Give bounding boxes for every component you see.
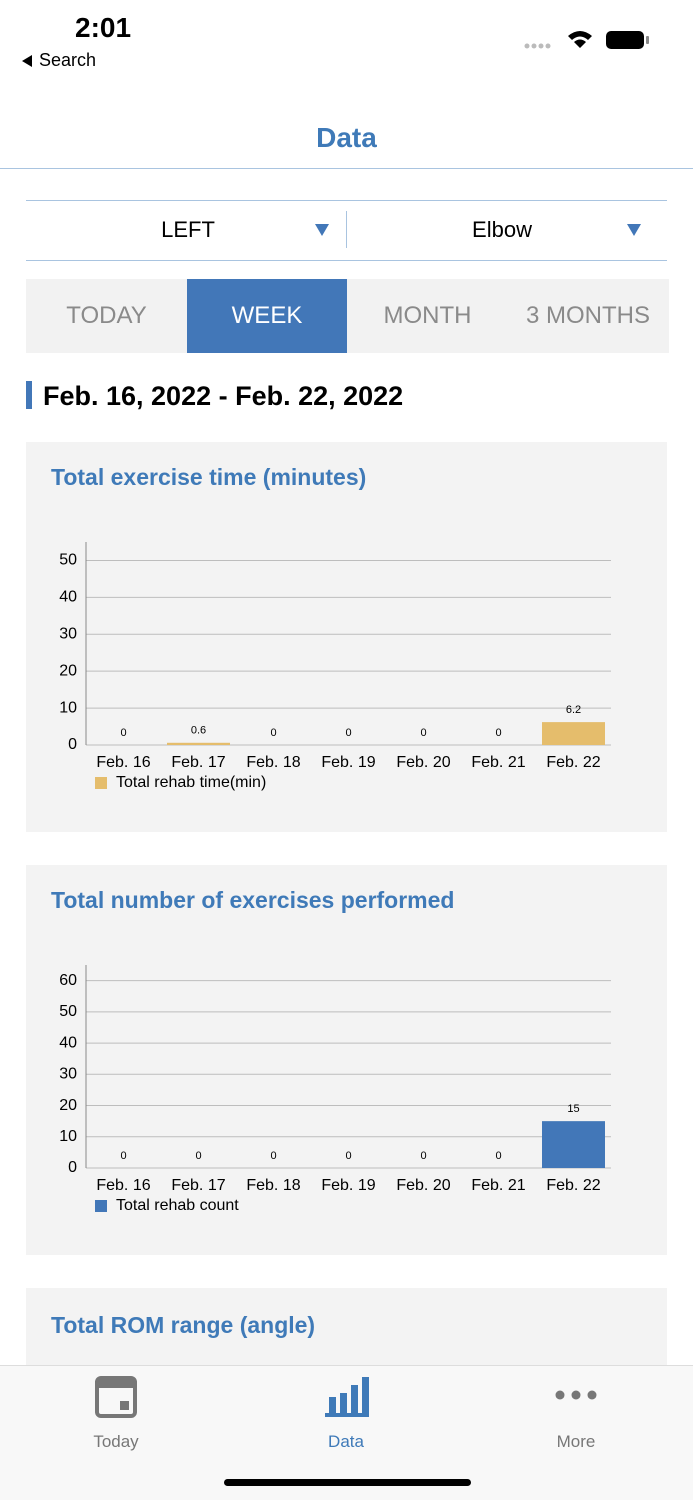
legend-swatch: [95, 1200, 107, 1212]
legend-label: Total rehab time(min): [116, 774, 266, 791]
data-label: 0: [120, 1150, 126, 1162]
data-label: 0.6: [191, 725, 206, 737]
legend-label: Total rehab count: [116, 1197, 239, 1214]
chart-card: Total number of exercises performed 0 10 20…: [26, 865, 667, 1255]
y-tick-label: 20: [59, 1097, 77, 1114]
status-icons: [524, 31, 649, 49]
data-label: 0: [270, 1150, 276, 1162]
y-tick-label: 40: [59, 589, 77, 606]
data-label: 0: [420, 1150, 426, 1162]
y-tick-label: 10: [59, 699, 77, 716]
y-tick-label: 50: [59, 552, 77, 569]
x-tick-label: Feb. 16: [96, 1177, 150, 1194]
data-label: 15: [567, 1103, 579, 1115]
x-tick-label: Feb. 20: [396, 754, 450, 771]
y-tick-label: 50: [59, 1003, 77, 1020]
x-tick-label: Feb. 22: [546, 1177, 600, 1194]
data-label: 0: [270, 727, 276, 739]
x-tick-label: Feb. 21: [471, 754, 525, 771]
x-tick-label: Feb. 22: [546, 754, 600, 771]
card-title: Total ROM range (angle): [51, 1312, 316, 1338]
header-line: [0, 168, 693, 169]
data-label: 0: [195, 1150, 201, 1162]
x-tick-label: Feb. 19: [321, 754, 375, 771]
y-tick-label: 0: [68, 736, 77, 753]
y-tick-label: 40: [59, 1034, 77, 1051]
joint-select[interactable]: Elbow: [472, 217, 532, 242]
data-label: 0: [345, 1150, 351, 1162]
back-arrow[interactable]: [20, 54, 34, 68]
data-label: 0: [420, 727, 426, 739]
period-tab[interactable]: MONTH: [347, 279, 508, 353]
side-select[interactable]: LEFT: [161, 217, 215, 242]
more-icon[interactable]: [554, 1388, 598, 1402]
date-range: Feb. 16, 2022 - Feb. 22, 2022: [43, 381, 404, 411]
back-link[interactable]: Search: [39, 50, 97, 70]
tab-label[interactable]: Today: [93, 1432, 139, 1451]
data-icon[interactable]: [325, 1375, 369, 1419]
period-tab[interactable]: TODAY: [26, 279, 187, 353]
y-tick-label: 20: [59, 662, 77, 679]
data-label: 0: [495, 727, 501, 739]
y-tick-label: 30: [59, 625, 77, 642]
chart-title: Total number of exercises performed: [51, 887, 454, 913]
chart: Total number of exercises performed 0 10 20…: [51, 887, 611, 1214]
x-tick-label: Feb. 18: [246, 754, 300, 771]
status-time: 2:01: [75, 12, 132, 43]
dropdown-arrow[interactable]: [314, 223, 330, 237]
x-tick-label: Feb. 16: [96, 754, 150, 771]
x-tick-label: Feb. 18: [246, 1177, 300, 1194]
tab-label[interactable]: More: [556, 1432, 596, 1451]
x-tick-label: Feb. 17: [171, 1177, 225, 1194]
x-tick-label: Feb. 21: [471, 1177, 525, 1194]
divider: [346, 211, 347, 248]
chart: Total exercise time (minutes) 0 10 20 30 40 50…: [51, 464, 611, 791]
period-tab[interactable]: 3 MONTHS: [507, 279, 669, 353]
chart-title: Total exercise time (minutes): [51, 464, 366, 490]
bar: [167, 742, 230, 745]
y-tick-label: 30: [59, 1066, 77, 1083]
tab-label[interactable]: Data: [328, 1432, 364, 1451]
divider: [26, 200, 667, 201]
divider: [26, 260, 667, 261]
bar: [542, 722, 605, 745]
data-label: 6.2: [566, 704, 581, 716]
header-title: Data: [316, 122, 377, 153]
today-icon[interactable]: [94, 1375, 138, 1419]
home-indicator: [224, 1479, 471, 1486]
x-tick-label: Feb. 17: [171, 754, 225, 771]
x-tick-label: Feb. 19: [321, 1177, 375, 1194]
legend-swatch: [95, 777, 107, 789]
bar: [542, 1121, 605, 1168]
x-tick-label: Feb. 20: [396, 1177, 450, 1194]
data-label: 0: [495, 1150, 501, 1162]
y-tick-label: 10: [59, 1128, 77, 1145]
y-tick-label: 0: [68, 1159, 77, 1176]
period-tab[interactable]: WEEK: [186, 279, 348, 353]
dropdown-arrow[interactable]: [626, 223, 642, 237]
date-marker: [26, 381, 32, 409]
data-label: 0: [120, 727, 126, 739]
y-tick-label: 60: [59, 972, 77, 989]
data-label: 0: [345, 727, 351, 739]
chart-card: Total exercise time (minutes) 0 10 20 30 40 50…: [26, 442, 667, 832]
